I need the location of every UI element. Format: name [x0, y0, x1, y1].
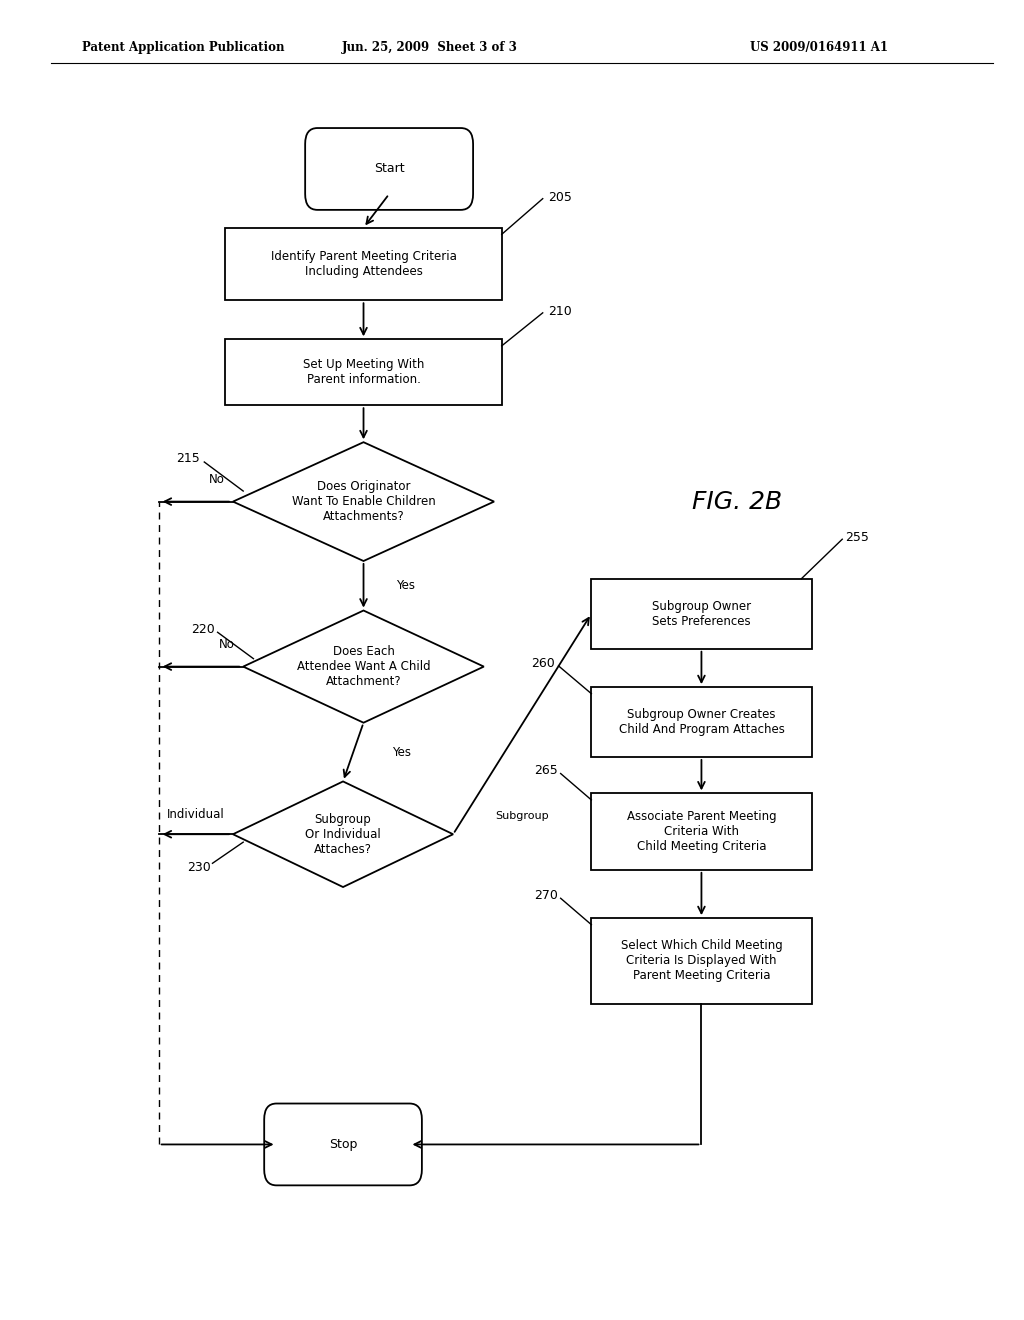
Text: Start: Start: [374, 162, 404, 176]
FancyBboxPatch shape: [305, 128, 473, 210]
Text: 210: 210: [548, 305, 571, 318]
Bar: [592, 919, 811, 1003]
Bar: [225, 339, 502, 405]
Text: Jun. 25, 2009  Sheet 3 of 3: Jun. 25, 2009 Sheet 3 of 3: [342, 41, 518, 54]
Text: Subgroup Owner
Sets Preferences: Subgroup Owner Sets Preferences: [652, 599, 751, 628]
Text: Subgroup
Or Individual
Attaches?: Subgroup Or Individual Attaches?: [305, 813, 381, 855]
Text: Subgroup: Subgroup: [496, 810, 549, 821]
Text: No: No: [209, 473, 224, 486]
Text: Does Originator
Want To Enable Children
Attachments?: Does Originator Want To Enable Children …: [292, 480, 435, 523]
Text: FIG. 2B: FIG. 2B: [692, 490, 782, 513]
FancyBboxPatch shape: [264, 1104, 422, 1185]
Bar: [592, 578, 811, 648]
Text: US 2009/0164911 A1: US 2009/0164911 A1: [751, 41, 888, 54]
Text: Subgroup Owner Creates
Child And Program Attaches: Subgroup Owner Creates Child And Program…: [618, 708, 784, 737]
Polygon shape: [232, 442, 494, 561]
Polygon shape: [233, 781, 453, 887]
Bar: [225, 227, 502, 300]
Text: 205: 205: [548, 191, 571, 203]
Text: Does Each
Attendee Want A Child
Attachment?: Does Each Attendee Want A Child Attachme…: [297, 645, 430, 688]
Text: Yes: Yes: [392, 746, 412, 759]
Text: 220: 220: [190, 623, 215, 636]
Bar: [592, 686, 811, 758]
Text: 230: 230: [186, 861, 211, 874]
Text: 270: 270: [534, 890, 557, 902]
Text: 255: 255: [846, 532, 869, 544]
Bar: [592, 793, 811, 870]
Text: Select Which Child Meeting
Criteria Is Displayed With
Parent Meeting Criteria: Select Which Child Meeting Criteria Is D…: [621, 940, 782, 982]
Polygon shape: [244, 610, 483, 722]
Text: Set Up Meeting With
Parent information.: Set Up Meeting With Parent information.: [303, 358, 424, 387]
Text: Associate Parent Meeting
Criteria With
Child Meeting Criteria: Associate Parent Meeting Criteria With C…: [627, 810, 776, 853]
Text: 215: 215: [176, 451, 200, 465]
Text: Individual: Individual: [167, 808, 225, 821]
Text: Yes: Yes: [396, 579, 416, 593]
Text: 265: 265: [534, 764, 557, 777]
Text: 260: 260: [530, 657, 555, 669]
Text: Identify Parent Meeting Criteria
Including Attendees: Identify Parent Meeting Criteria Includi…: [270, 249, 457, 279]
Text: Stop: Stop: [329, 1138, 357, 1151]
Text: No: No: [219, 638, 234, 651]
Text: Patent Application Publication: Patent Application Publication: [82, 41, 285, 54]
